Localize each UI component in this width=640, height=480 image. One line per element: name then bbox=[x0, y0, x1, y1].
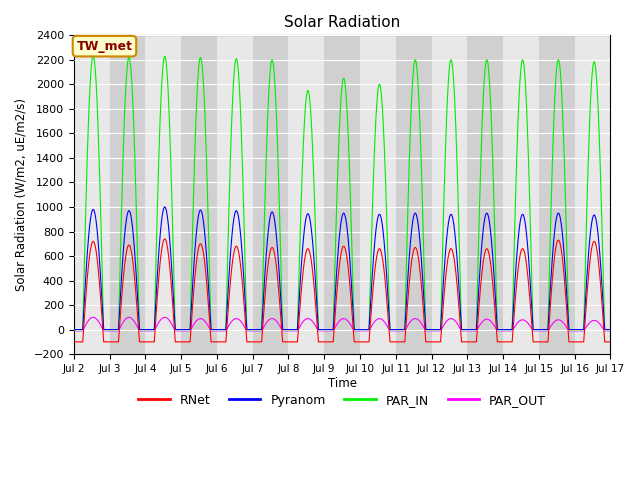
Pyranom bbox=[606, 327, 614, 333]
RNet bbox=[463, 339, 470, 345]
PAR_IN bbox=[322, 327, 330, 333]
Bar bbox=[324, 36, 360, 354]
RNet bbox=[606, 339, 614, 345]
Pyranom bbox=[166, 245, 174, 251]
Bar bbox=[396, 36, 431, 354]
Bar bbox=[181, 36, 217, 354]
PAR_IN bbox=[166, 144, 174, 150]
PAR_OUT bbox=[607, 328, 614, 334]
Bar bbox=[253, 36, 289, 354]
RNet bbox=[70, 339, 77, 345]
PAR_OUT bbox=[493, 327, 500, 333]
Y-axis label: Solar Radiation (W/m2, uE/m2/s): Solar Radiation (W/m2, uE/m2/s) bbox=[15, 98, 28, 291]
PAR_IN bbox=[90, 53, 97, 59]
RNet bbox=[322, 339, 330, 345]
Pyranom bbox=[70, 327, 77, 333]
PAR_OUT bbox=[90, 314, 97, 320]
RNet bbox=[166, 270, 174, 276]
PAR_IN bbox=[606, 327, 614, 333]
Text: TW_met: TW_met bbox=[76, 40, 132, 53]
PAR_OUT bbox=[70, 328, 77, 334]
PAR_OUT bbox=[463, 328, 470, 334]
PAR_OUT bbox=[166, 319, 174, 325]
Bar bbox=[109, 36, 145, 354]
PAR_IN bbox=[433, 327, 440, 333]
PAR_OUT bbox=[322, 328, 330, 334]
Bar bbox=[539, 36, 575, 354]
PAR_IN bbox=[493, 307, 500, 312]
RNet bbox=[433, 339, 440, 345]
X-axis label: Time: Time bbox=[328, 377, 356, 390]
Pyranom bbox=[161, 204, 168, 210]
Line: RNet: RNet bbox=[74, 239, 611, 342]
Legend: RNet, Pyranom, PAR_IN, PAR_OUT: RNet, Pyranom, PAR_IN, PAR_OUT bbox=[133, 389, 551, 412]
PAR_OUT bbox=[433, 328, 440, 334]
RNet bbox=[161, 236, 168, 242]
PAR_IN bbox=[70, 327, 77, 333]
Pyranom bbox=[607, 327, 614, 333]
PAR_OUT bbox=[606, 328, 614, 334]
Line: PAR_OUT: PAR_OUT bbox=[74, 317, 611, 331]
PAR_IN bbox=[607, 327, 614, 333]
Pyranom bbox=[433, 327, 440, 333]
Bar bbox=[467, 36, 503, 354]
RNet bbox=[607, 339, 614, 345]
Pyranom bbox=[463, 327, 470, 333]
PAR_IN bbox=[463, 327, 470, 333]
Line: PAR_IN: PAR_IN bbox=[74, 56, 611, 330]
Pyranom bbox=[322, 327, 330, 333]
Pyranom bbox=[493, 318, 500, 324]
Title: Solar Radiation: Solar Radiation bbox=[284, 15, 400, 30]
RNet bbox=[493, 332, 500, 338]
Line: Pyranom: Pyranom bbox=[74, 207, 611, 330]
